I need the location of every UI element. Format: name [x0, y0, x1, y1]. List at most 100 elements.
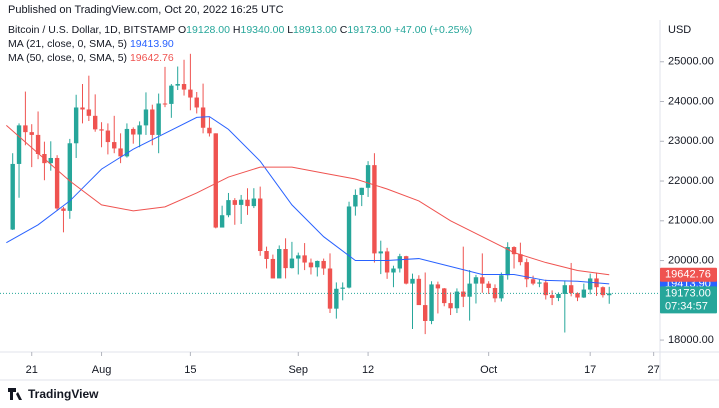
candle-body [54, 157, 60, 209]
price-badge-label: 07:34:57 [665, 300, 708, 312]
candle-body [99, 129, 104, 131]
candle-body [467, 283, 472, 297]
candle-body [315, 260, 320, 268]
ohlc-text: 18913.00 [293, 24, 337, 36]
candle-body [346, 206, 352, 288]
candle-body [200, 107, 206, 128]
candle-body [112, 142, 117, 149]
candle-body [118, 148, 123, 157]
ohlc-text: 19340.00 [240, 24, 285, 36]
candle-body [162, 103, 168, 105]
ohlc-key: C [339, 24, 348, 36]
candle-body [607, 293, 612, 296]
ohlc-text: 19173.00 [347, 24, 392, 36]
y-tick-label: 18000.00 [668, 334, 714, 346]
x-tick-label: Sep [288, 364, 308, 376]
change: +47.00 (+0.25%) [394, 24, 473, 36]
candle-body [581, 289, 587, 298]
candle-body [188, 89, 193, 98]
ohlc-text: 19128.00 [186, 24, 230, 36]
candle-body [181, 84, 187, 90]
candle-body [486, 283, 491, 288]
candle-body [391, 268, 396, 273]
candle-body [530, 279, 536, 284]
candle-body [568, 285, 574, 294]
candle-body [270, 258, 276, 279]
logo [8, 388, 22, 400]
candle-body [321, 260, 326, 269]
x-tick-label: 27 [648, 364, 660, 376]
candle-body [175, 84, 180, 86]
candle-body [537, 282, 542, 284]
x-tick-label: 12 [362, 364, 374, 376]
candle-body [283, 249, 288, 269]
candle-body [334, 288, 339, 309]
candle-body [48, 157, 53, 164]
candle-body [16, 125, 22, 164]
y-tick-label: 25000.00 [668, 56, 714, 68]
x-tick-label: Aug [92, 364, 112, 376]
candle-body [575, 293, 580, 298]
price-badge [660, 286, 717, 314]
candle-body [378, 251, 383, 254]
candle-body [473, 277, 479, 284]
candle-body [499, 275, 504, 299]
candle-body [105, 130, 111, 143]
x-tick-label: 17 [584, 364, 596, 376]
candle-body [219, 215, 225, 228]
y-tick-label: 23000.00 [668, 135, 714, 147]
candle-body [169, 85, 174, 104]
moving-average [6, 124, 610, 276]
ohlc-key: L [287, 24, 294, 36]
currency: USD [668, 24, 691, 36]
candle-body [73, 107, 79, 144]
candle-body [442, 288, 447, 304]
candle-body [384, 251, 390, 273]
candle-body [416, 278, 422, 306]
moving-average [6, 116, 610, 285]
candle-body [213, 133, 218, 228]
candle-body [511, 247, 517, 255]
candle-body [226, 200, 231, 216]
price-badge-label: 19173.00 [665, 287, 711, 299]
candle-body [277, 249, 282, 279]
logo-icon [8, 388, 22, 400]
candle-body [29, 132, 34, 135]
candle-body [194, 97, 199, 108]
candle-body [505, 247, 510, 276]
candle-body [480, 277, 485, 284]
candle-body [524, 262, 529, 280]
logo-text: TradingView [28, 387, 99, 401]
candle-body [289, 258, 295, 269]
candle-body [518, 254, 523, 263]
candle-body [238, 199, 244, 205]
candle-body [23, 125, 28, 133]
candle-body [365, 165, 371, 188]
y-tick-label: 21000.00 [668, 215, 714, 227]
ohlc: O19128.00 H19340.00 L18913.00 C19173.00 [178, 24, 394, 36]
candle-body [302, 255, 307, 263]
ma-name: MA (50, close, 0, SMA, 5) [8, 52, 128, 64]
candle-body [454, 291, 460, 309]
candle-body [308, 262, 314, 268]
candle-body [207, 127, 212, 134]
candle-body [150, 109, 155, 135]
ma-row: MA (50, close, 0, SMA, 5) 19642.76 [8, 52, 174, 64]
candle-body [131, 128, 136, 135]
y-tick-label: 24000.00 [668, 95, 714, 107]
candle-body [232, 200, 238, 205]
candle-body [461, 291, 466, 297]
candle-body [137, 125, 142, 135]
candle-body [10, 163, 15, 230]
candle-body [435, 284, 441, 289]
candle-body [124, 128, 130, 157]
candle-body [600, 287, 606, 296]
candle-body [429, 284, 434, 321]
candle-body [264, 251, 269, 259]
symbol: Bitcoin / U.S. Dollar, 1D, BITSTAMP [8, 24, 176, 36]
candle-body [340, 287, 345, 289]
candle-body [67, 143, 73, 211]
candle-body [562, 285, 568, 294]
candle-body [35, 134, 41, 154]
